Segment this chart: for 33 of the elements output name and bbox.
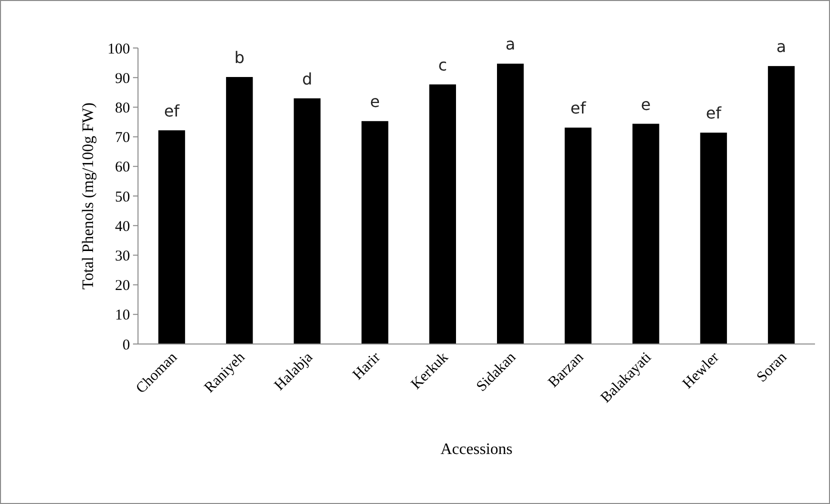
bar bbox=[768, 66, 795, 344]
annotation: a bbox=[776, 37, 786, 56]
y-tick-label: 50 bbox=[115, 189, 130, 206]
y-tick-label: 100 bbox=[108, 41, 130, 58]
y-tick-label: 20 bbox=[115, 278, 130, 294]
annotation: a bbox=[505, 34, 516, 54]
annotation: e bbox=[640, 94, 651, 114]
y-axis-title: Total Phenols (mg/100g FW) bbox=[80, 102, 97, 290]
x-axis-title: Accessions bbox=[440, 441, 512, 458]
bar bbox=[362, 121, 388, 344]
y-tick-label: 70 bbox=[115, 130, 130, 146]
bar bbox=[700, 132, 727, 344]
bar bbox=[429, 84, 456, 344]
y-tick-label: 10 bbox=[115, 308, 130, 324]
bar bbox=[564, 128, 592, 344]
bar bbox=[158, 130, 186, 344]
bar bbox=[496, 64, 524, 344]
y-tick-label: 60 bbox=[115, 160, 130, 176]
y-tick-label: 90 bbox=[115, 70, 130, 87]
annotation: ef bbox=[706, 104, 722, 123]
annotation: ef bbox=[570, 98, 586, 118]
y-tick-label: 0 bbox=[122, 337, 130, 354]
annotation: b bbox=[234, 48, 245, 68]
y-tick-label: 40 bbox=[115, 218, 130, 235]
annotation: ef bbox=[164, 101, 180, 120]
y-tick-label: 80 bbox=[115, 100, 130, 116]
y-tick-label: 30 bbox=[115, 248, 130, 264]
annotation: d bbox=[302, 69, 312, 88]
bar bbox=[294, 98, 321, 344]
annotation: e bbox=[370, 92, 380, 112]
annotation: c bbox=[438, 55, 448, 74]
bar bbox=[226, 77, 253, 344]
bar bbox=[632, 124, 660, 344]
